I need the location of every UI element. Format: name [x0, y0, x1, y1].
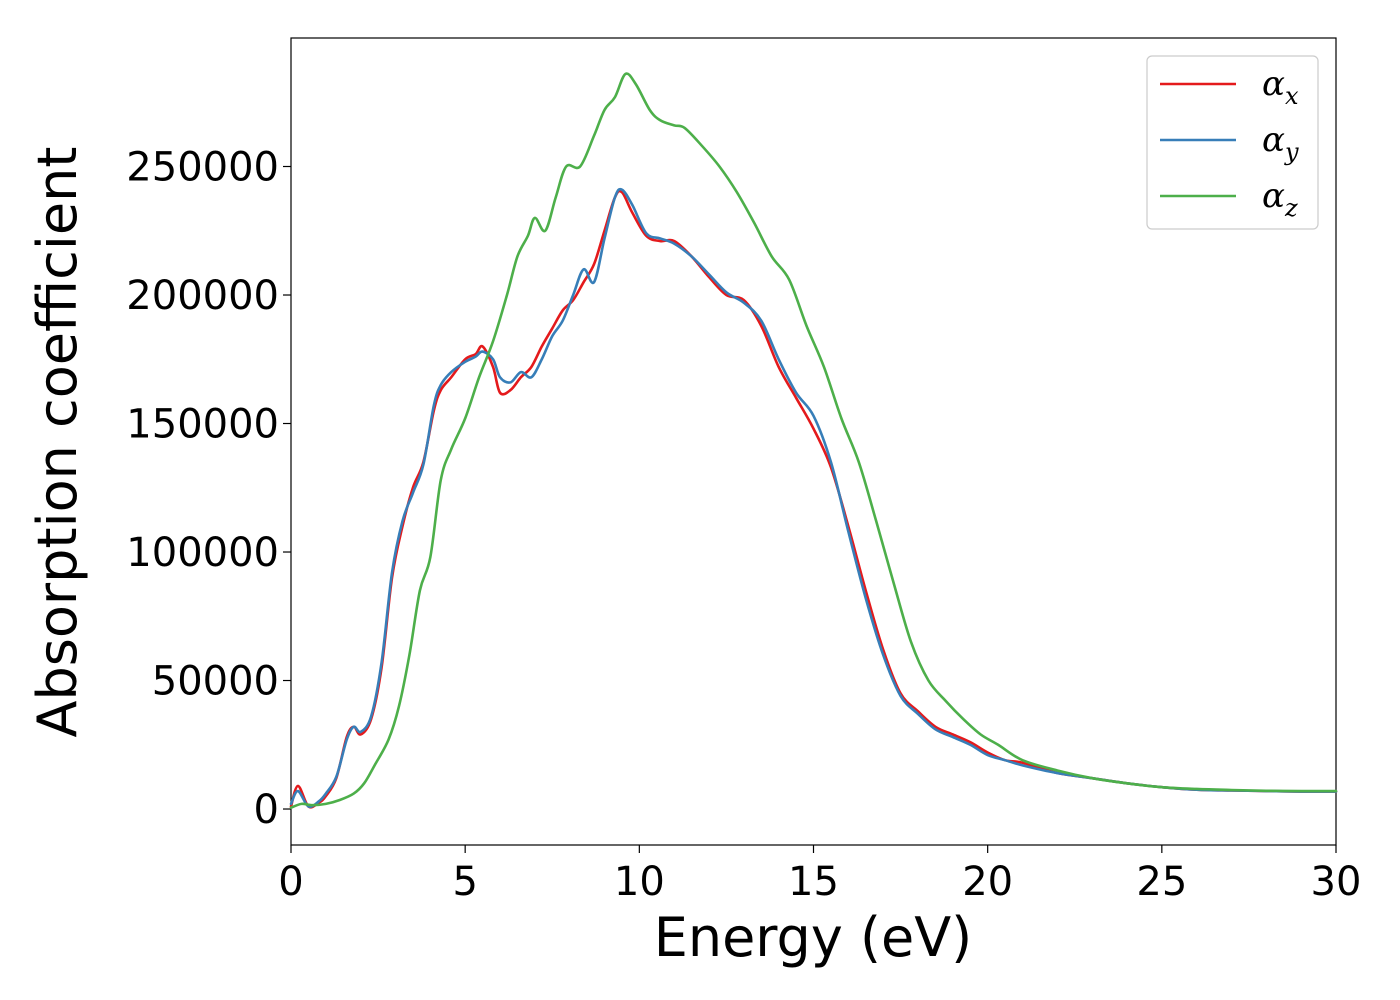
legend-box [1146, 55, 1319, 230]
series-line-alpha-z [289, 72, 1338, 810]
x-tick-label: 30 [1311, 859, 1362, 905]
legend-symbol: α [1262, 64, 1285, 104]
legend-label-alpha-y: αy [1262, 120, 1299, 166]
x-tick-label: 20 [962, 859, 1013, 905]
legend-symbol: α [1262, 120, 1285, 160]
x-tick-label: 25 [1136, 859, 1187, 905]
y-tick-label: 200000 [126, 273, 279, 319]
x-axis: 0 5 10 15 20 25 30 [278, 845, 1361, 905]
y-tick-label: 50000 [152, 659, 279, 705]
legend-label-alpha-x: αx [1262, 64, 1299, 110]
y-tick-label: 0 [254, 787, 279, 833]
series-lines [289, 72, 1338, 810]
legend-subscript: z [1284, 194, 1298, 222]
y-tick-label: 100000 [126, 530, 279, 576]
x-tick-label: 5 [452, 859, 477, 905]
x-tick-label: 10 [614, 859, 665, 905]
x-tick-label: 15 [788, 859, 839, 905]
series-line-alpha-y [289, 187, 1338, 809]
x-axis-title: Energy (eV) [654, 906, 973, 969]
y-tick-label: 150000 [126, 402, 279, 448]
y-axis: 0 50000 100000 150000 200000 250000 [126, 145, 291, 833]
legend-subscript: x [1285, 82, 1299, 110]
y-tick-label: 250000 [126, 145, 279, 191]
legend-symbol: α [1262, 176, 1285, 216]
y-axis-title: Absorption coefficient [26, 147, 89, 738]
legend-subscript: y [1284, 138, 1299, 166]
x-tick-label: 0 [278, 859, 303, 905]
legend-label-alpha-z: αz [1262, 176, 1298, 222]
